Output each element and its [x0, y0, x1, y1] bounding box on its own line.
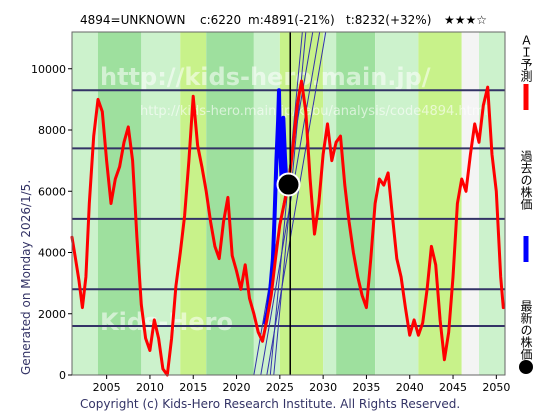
x-tick-label-2045: 2045: [439, 381, 467, 394]
x-tick-label-2025: 2025: [266, 381, 294, 394]
y-tick-label-6000: 6000: [38, 185, 66, 198]
watermark-main: http://kids-hero.main.jp/: [100, 63, 431, 91]
trend-line-2: [266, 31, 327, 376]
x-tick-label-2035: 2035: [352, 381, 380, 394]
header-current: c:6220: [200, 13, 241, 27]
x-tick-label-2050: 2050: [482, 381, 510, 394]
band-12: [479, 32, 505, 375]
band-11: [461, 32, 480, 375]
x-tick-label-2005: 2005: [93, 381, 121, 394]
trend-line-3: [269, 31, 303, 376]
x-tick-label-2030: 2030: [309, 381, 337, 394]
y-axis: 0 2000 4000 6000 8000 10000: [31, 63, 72, 382]
band-4: [206, 32, 254, 375]
plot-frame: [71, 31, 506, 376]
generated-date-label: Generated on Monday 2026/1/5.: [19, 180, 33, 375]
band-9: [375, 32, 419, 375]
x-tick-label-2015: 2015: [179, 381, 207, 394]
legend-label-1: 過去の株価: [519, 150, 533, 210]
x-axis: 2005 2010 2015 2020 2025 2030 2035 2040 2045 2050: [93, 375, 510, 394]
band-0: [72, 32, 98, 375]
y-tick-label-10000: 10000: [31, 63, 66, 76]
watermark-sub: http://kids-hero.main.jp/kabu/analysis/c…: [140, 104, 488, 119]
legend-label-0: ＡＩ予測: [519, 34, 533, 83]
watermark-bottom: Kids-Hero: [100, 308, 233, 336]
history-series-line: [263, 88, 291, 325]
chart-header: 4894=UNKNOWN c:6220 m:4891(-21%) t:8232(…: [80, 13, 487, 27]
header-rating: ★★★☆: [444, 13, 487, 27]
header-target: t:8232(+32%): [346, 13, 431, 27]
band-8: [336, 32, 376, 375]
y-tick-label-0: 0: [59, 369, 66, 382]
x-tick-label-2020: 2020: [223, 381, 251, 394]
x-tick-label-2040: 2040: [396, 381, 424, 394]
y-tick-label-4000: 4000: [38, 247, 66, 260]
copyright-text: Copyright (c) Kids-Hero Research Institu…: [80, 397, 460, 411]
header-code: 4894=UNKNOWN: [80, 13, 186, 27]
legend-label-2: 最新の株価: [519, 300, 533, 360]
y-tick-label-2000: 2000: [38, 308, 66, 321]
latest-price-dot: [276, 172, 301, 197]
latest-price-layer: [276, 32, 301, 375]
x-tick-label-2010: 2010: [136, 381, 164, 394]
watermark: http://kids-hero.main.jp/ http://kids-he…: [100, 63, 488, 336]
y-tick-label-8000: 8000: [38, 124, 66, 137]
legend-swatch-2: [519, 360, 533, 374]
header-min: m:4891(-21%): [248, 13, 335, 27]
